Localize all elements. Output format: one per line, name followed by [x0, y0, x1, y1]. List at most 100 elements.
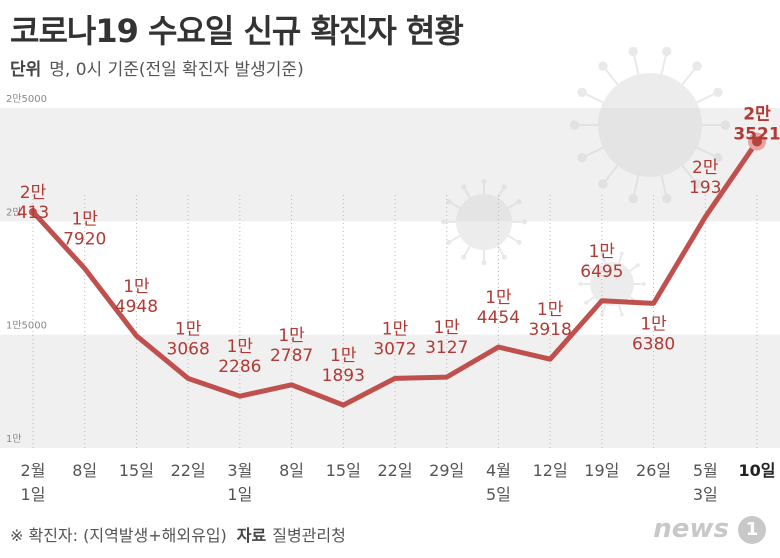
virus-spike-tip [446, 199, 452, 205]
series-line [29, 132, 766, 408]
unit-note: 단위 명, 0시 기준(전일 확진자 발생기준) [10, 55, 304, 80]
virus-spike-tip [720, 120, 731, 130]
virus-spike [507, 235, 520, 244]
x-tick-label: 8일 [72, 461, 97, 480]
data-label-bottom: 3918 [529, 320, 572, 340]
chart-title: 코로나19 수요일 신규 확진자 현황 [10, 12, 464, 50]
virus-body [590, 262, 634, 306]
y-axis: 1만 1만5000 2만 2만5000 [6, 93, 47, 445]
data-label-top: 1만 [433, 318, 460, 338]
virus-spike [660, 175, 668, 199]
virus-spike-tip [692, 179, 702, 189]
virus-spike [660, 51, 668, 75]
data-label-bottom: 413 [17, 203, 49, 223]
virus-spike [581, 91, 604, 104]
virus-spike [448, 235, 461, 244]
virus-spike [681, 65, 698, 85]
virus-spike [462, 186, 471, 199]
data-label-top: 1만 [278, 326, 305, 346]
virus-body [456, 194, 512, 250]
virus-spike-tip [516, 199, 522, 205]
virus-spike-tip [628, 46, 638, 57]
virus-spike [585, 264, 595, 272]
x-tick-label: 12일 [533, 461, 568, 480]
data-label-top: 1만 [382, 319, 409, 339]
virus-icon [569, 46, 731, 204]
unit-label: 단위 [10, 60, 42, 80]
virus-spike [629, 264, 639, 272]
x-tick-label: 22일 [377, 461, 412, 480]
x-tick-label: 15일 [119, 461, 154, 480]
y-tick-label: 1만5000 [6, 320, 47, 332]
virus-spike [585, 296, 595, 304]
data-label-top: 1만 [330, 346, 357, 366]
data-label-bottom: 4948 [115, 297, 158, 317]
virus-spike-tip [481, 260, 487, 266]
virus-spike-tip [446, 239, 452, 245]
data-label-top: 1만 [175, 319, 202, 339]
data-label-top: 1만 [71, 209, 98, 229]
virus-spike-tip [628, 193, 638, 204]
virus-spike-tip [569, 120, 580, 130]
virus-spike-tip [461, 184, 467, 190]
data-label-bottom: 193 [689, 178, 721, 198]
virus-spike-tip [662, 46, 672, 57]
virus-spike-tip [522, 219, 528, 225]
data-point [29, 207, 37, 216]
footnote: ※ 확진자: (지역발생+해외유입) 자료 질병관리청 [10, 522, 346, 546]
data-label-top: 1만 [537, 300, 564, 320]
virus-spike [681, 165, 698, 185]
data-label-bottom: 1893 [322, 366, 365, 386]
logo-text: news [653, 514, 729, 544]
data-label-bottom: 7920 [63, 229, 106, 249]
unit-text: 명, 0시 기준(전일 확진자 발생기준) [49, 60, 304, 80]
virus-spike [632, 175, 640, 199]
background-band [0, 334, 780, 448]
data-label-top: 2만 [692, 158, 719, 178]
virus-spike [602, 165, 619, 185]
x-tick-label: 29일 [429, 461, 464, 480]
highlight-point [752, 136, 762, 147]
data-label-bottom: 3068 [167, 339, 210, 359]
news1-logo: news 1 [653, 514, 766, 544]
data-label-top: 2만 [743, 105, 771, 125]
virus-spike-tip [713, 153, 723, 163]
virus-spike [617, 304, 623, 315]
x-tick-label-line2: 1일 [21, 485, 46, 504]
source-text: 질병관리청 [272, 526, 346, 545]
virus-spike [601, 253, 607, 264]
x-tick-label: 4월 [486, 461, 511, 480]
virus-icon [578, 251, 646, 317]
virus-body [598, 73, 702, 177]
virus-spike-tip [598, 61, 608, 71]
data-label-bottom: 3127 [425, 338, 468, 358]
x-tick-label-line2: 5일 [486, 485, 511, 504]
virus-spike-tip [600, 251, 605, 256]
virus-spike-tip [501, 254, 507, 260]
x-tick-label: 26일 [636, 461, 671, 480]
virus-spike-tip [440, 219, 446, 225]
y-tick-label: 1만 [6, 433, 22, 445]
x-tick-label: 19일 [584, 461, 619, 480]
virus-spike-tip [584, 263, 589, 268]
virus-spike-tip [598, 179, 608, 189]
data-label-bottom: 3072 [373, 339, 416, 359]
x-tick-label-line2: 3일 [693, 485, 718, 504]
x-axis: 2월 1일 8일 15일 22일 3월 1일 8일 15일 22일 29일 4월 5일 12일 19일 26일… [21, 461, 776, 504]
y-tick-label: 2만 [6, 206, 22, 218]
virus-spike-tip [619, 251, 624, 256]
y-tick-label: 2만5000 [6, 93, 47, 105]
x-tick-label: 2월 [21, 461, 46, 480]
data-label-top: 2만 [20, 183, 47, 203]
virus-spike-tip [584, 300, 589, 305]
data-label-top: 1만 [123, 277, 150, 297]
x-tick-label: 3월 [227, 461, 252, 480]
data-label-bottom: 6495 [580, 262, 623, 282]
virus-spike [601, 304, 607, 315]
data-label-top: 1만 [485, 288, 512, 308]
virus-spike-tip [481, 178, 487, 184]
data-label-bottom: 3521 [733, 125, 780, 145]
virus-spike [602, 65, 619, 85]
